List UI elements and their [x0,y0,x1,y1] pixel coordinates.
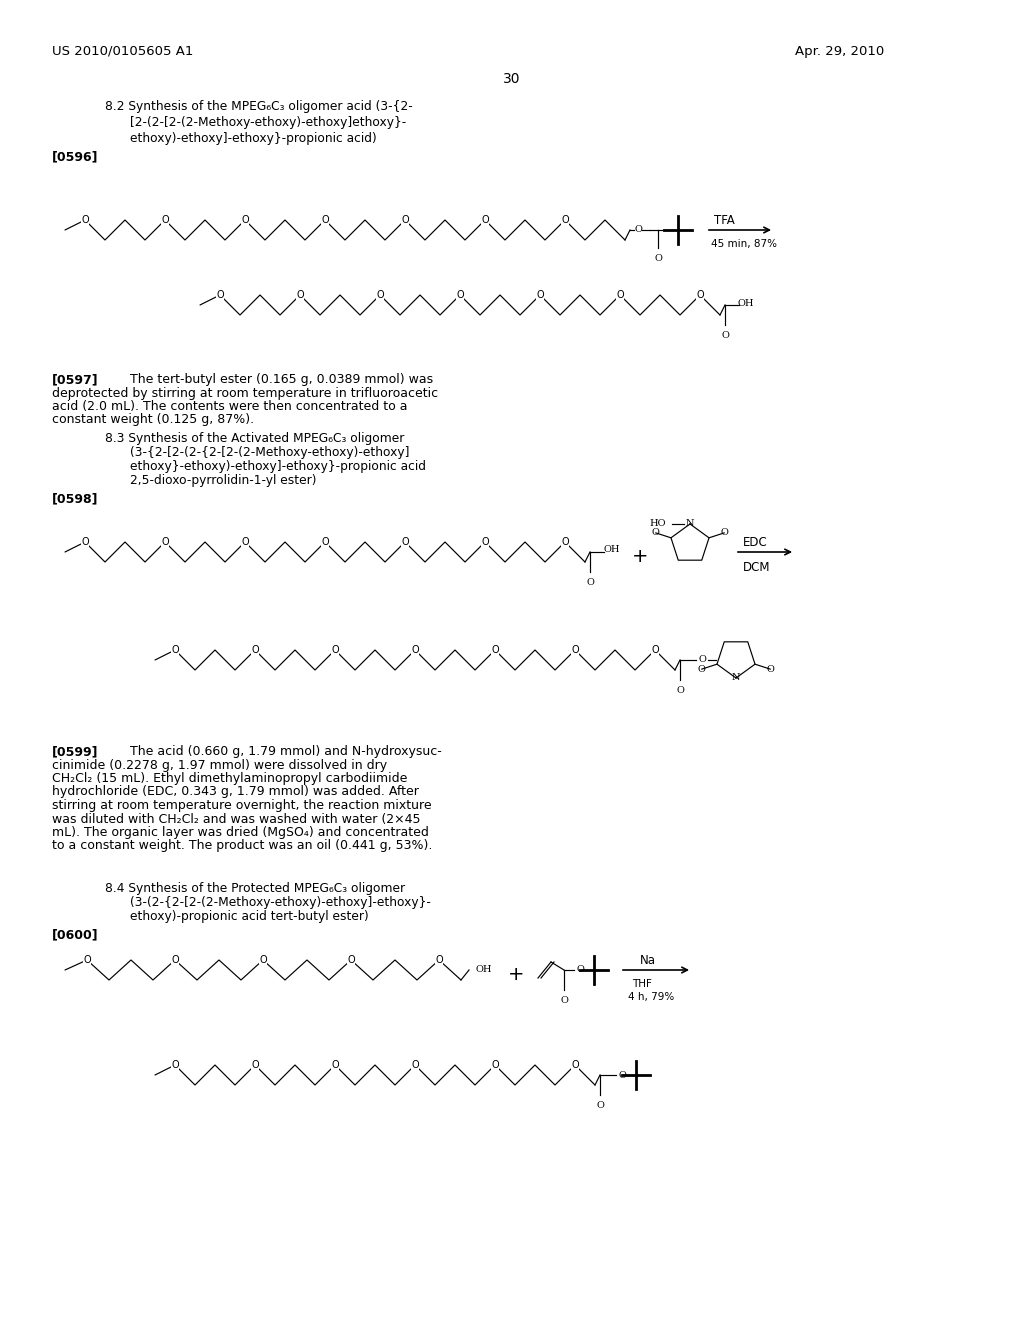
Text: OH: OH [737,298,754,308]
Text: TFA: TFA [714,214,735,227]
Text: O: O [537,290,544,300]
Text: O: O [652,528,659,537]
Text: O: O [331,1060,339,1071]
Text: was diluted with CH₂Cl₂ and was washed with water (2×45: was diluted with CH₂Cl₂ and was washed w… [52,813,421,825]
Text: O: O [376,290,384,300]
Text: O: O [720,528,728,537]
Text: O: O [481,215,488,224]
Text: 30: 30 [503,73,521,86]
Text: N: N [686,520,694,528]
Text: O: O [766,665,774,673]
Text: O: O [721,331,729,341]
Text: [0597]: [0597] [52,374,98,385]
Text: O: O [171,1060,179,1071]
Text: O: O [634,226,642,235]
Text: 45 min, 87%: 45 min, 87% [711,239,777,249]
Text: 8.4 Synthesis of the Protected MPEG₆C₃ oligomer: 8.4 Synthesis of the Protected MPEG₆C₃ o… [105,882,406,895]
Text: HO: HO [649,520,666,528]
Text: [0596]: [0596] [52,150,98,162]
Text: (3-{2-[2-(2-{2-[2-(2-Methoxy-ethoxy)-ethoxy]: (3-{2-[2-(2-{2-[2-(2-Methoxy-ethoxy)-eth… [130,446,410,459]
Text: Apr. 29, 2010: Apr. 29, 2010 [795,45,885,58]
Text: [0598]: [0598] [52,492,98,506]
Text: O: O [242,215,249,224]
Text: [0600]: [0600] [52,928,98,941]
Text: US 2010/0105605 A1: US 2010/0105605 A1 [52,45,194,58]
Text: O: O [401,537,409,546]
Text: 2,5-dioxo-pyrrolidin-1-yl ester): 2,5-dioxo-pyrrolidin-1-yl ester) [130,474,316,487]
Text: DCM: DCM [743,561,770,574]
Text: ethoxy)-propionic acid tert-butyl ester): ethoxy)-propionic acid tert-butyl ester) [130,909,369,923]
Text: O: O [618,1071,626,1080]
Text: ethoxy}-ethoxy)-ethoxy]-ethoxy}-propionic acid: ethoxy}-ethoxy)-ethoxy]-ethoxy}-propioni… [130,459,426,473]
Text: O: O [296,290,304,300]
Text: O: O [616,290,624,300]
Text: O: O [161,537,169,546]
Text: constant weight (0.125 g, 87%).: constant weight (0.125 g, 87%). [52,413,254,426]
Text: O: O [322,537,329,546]
Text: THF: THF [632,979,652,989]
Text: O: O [322,215,329,224]
Text: O: O [412,1060,419,1071]
Text: The acid (0.660 g, 1.79 mmol) and N-hydroxysuc-: The acid (0.660 g, 1.79 mmol) and N-hydr… [118,744,441,758]
Text: +: + [508,965,524,983]
Text: N: N [732,673,740,682]
Text: to a constant weight. The product was an oil (0.441 g, 53%).: to a constant weight. The product was an… [52,840,432,853]
Text: O: O [259,954,267,965]
Text: O: O [83,954,91,965]
Text: O: O [435,954,442,965]
Text: cinimide (0.2278 g, 1.97 mmol) were dissolved in dry: cinimide (0.2278 g, 1.97 mmol) were diss… [52,759,387,771]
Text: mL). The organic layer was dried (MgSO₄) and concentrated: mL). The organic layer was dried (MgSO₄)… [52,826,429,840]
Text: O: O [560,997,568,1005]
Text: O: O [571,1060,579,1071]
Text: O: O [492,1060,499,1071]
Text: O: O [171,954,179,965]
Text: O: O [481,537,488,546]
Text: O: O [171,645,179,655]
Text: 8.2 Synthesis of the MPEG₆C₃ oligomer acid (3-{2-: 8.2 Synthesis of the MPEG₆C₃ oligomer ac… [105,100,413,114]
Text: acid (2.0 mL). The contents were then concentrated to a: acid (2.0 mL). The contents were then co… [52,400,408,413]
Text: O: O [347,954,354,965]
Text: O: O [586,578,594,587]
Text: EDC: EDC [743,536,768,549]
Text: ethoxy)-ethoxy]-ethoxy}-propionic acid): ethoxy)-ethoxy]-ethoxy}-propionic acid) [130,132,377,145]
Text: The tert-butyl ester (0.165 g, 0.0389 mmol) was: The tert-butyl ester (0.165 g, 0.0389 mm… [118,374,433,385]
Text: +: + [632,546,648,565]
Text: deprotected by stirring at room temperature in trifluoroacetic: deprotected by stirring at room temperat… [52,387,438,400]
Text: O: O [697,665,706,673]
Text: O: O [161,215,169,224]
Text: [0599]: [0599] [52,744,98,758]
Text: (3-(2-{2-[2-(2-Methoxy-ethoxy)-ethoxy]-ethoxy}-: (3-(2-{2-[2-(2-Methoxy-ethoxy)-ethoxy]-e… [130,896,431,909]
Text: 4 h, 79%: 4 h, 79% [628,993,674,1002]
Text: O: O [492,645,499,655]
Text: O: O [561,537,568,546]
Text: O: O [596,1101,604,1110]
Text: O: O [456,290,464,300]
Text: O: O [251,645,259,655]
Text: stirring at room temperature overnight, the reaction mixture: stirring at room temperature overnight, … [52,799,432,812]
Text: O: O [698,656,706,664]
Text: O: O [412,645,419,655]
Text: O: O [676,686,684,696]
Text: O: O [331,645,339,655]
Text: O: O [561,215,568,224]
Text: O: O [216,290,224,300]
Text: O: O [81,537,89,546]
Text: O: O [651,645,658,655]
Text: Na: Na [640,954,656,968]
Text: O: O [571,645,579,655]
Text: O: O [696,290,703,300]
Text: 8.3 Synthesis of the Activated MPEG₆C₃ oligomer: 8.3 Synthesis of the Activated MPEG₆C₃ o… [105,432,404,445]
Text: O: O [81,215,89,224]
Text: hydrochloride (EDC, 0.343 g, 1.79 mmol) was added. After: hydrochloride (EDC, 0.343 g, 1.79 mmol) … [52,785,419,799]
Text: OH: OH [604,545,621,554]
Text: O: O [654,253,662,263]
Text: O: O [577,965,584,974]
Text: O: O [242,537,249,546]
Text: O: O [251,1060,259,1071]
Text: OH: OH [475,965,492,974]
Text: [2-(2-[2-(2-Methoxy-ethoxy)-ethoxy]ethoxy}-: [2-(2-[2-(2-Methoxy-ethoxy)-ethoxy]ethox… [130,116,407,129]
Text: CH₂Cl₂ (15 mL). Ethyl dimethylaminopropyl carbodiimide: CH₂Cl₂ (15 mL). Ethyl dimethylaminopropy… [52,772,408,785]
Text: O: O [401,215,409,224]
